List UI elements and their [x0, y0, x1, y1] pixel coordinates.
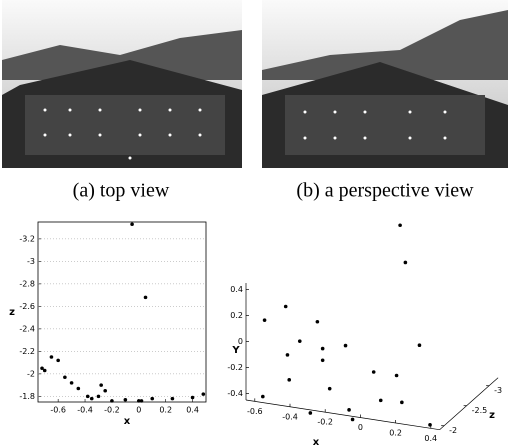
point [286, 353, 290, 357]
x-tick-label: 0 [358, 423, 363, 432]
x-tick-label: 0.2 [389, 428, 402, 437]
y-tick-label: -0.2 [227, 363, 243, 372]
point [321, 358, 325, 362]
point [99, 383, 103, 387]
x-tick-label: 0.4 [186, 406, 199, 415]
point [140, 399, 144, 403]
x-axis [246, 400, 440, 430]
point [144, 296, 148, 300]
point [321, 347, 325, 351]
point [43, 369, 47, 373]
figure: (a) top view (b) a perspective view x z … [0, 0, 508, 448]
z-axis [440, 378, 499, 430]
point [328, 387, 332, 391]
point [150, 397, 154, 401]
y-tick-label: -2.2 [19, 347, 35, 356]
z-axis-label: z [489, 410, 495, 421]
y-tick-label: -2 [27, 369, 35, 378]
point [316, 320, 320, 324]
point [287, 378, 291, 382]
caption: (b) a perspective view [296, 180, 474, 202]
point [400, 401, 404, 405]
point [110, 399, 114, 403]
point [398, 223, 402, 227]
y-tick-label: 0 [238, 337, 243, 346]
point [202, 392, 206, 396]
x-tick-label: 0.4 [424, 434, 437, 443]
x-tick-label: -0.2 [104, 406, 120, 415]
point [97, 395, 101, 399]
x-tick-label: -0.4 [77, 406, 93, 415]
x-tick-label: -0.2 [317, 418, 333, 427]
point [70, 381, 74, 385]
x-axis-label: x [124, 416, 131, 427]
point [395, 374, 399, 378]
point [77, 387, 81, 391]
point [351, 418, 355, 422]
point [50, 355, 54, 359]
photo-perspective-view [262, 0, 508, 168]
point [347, 408, 351, 412]
point [86, 395, 90, 399]
y-tick-label: -0.4 [227, 389, 243, 398]
x-tick-label: -0.4 [282, 412, 298, 421]
x-tick-label: -0.6 [50, 406, 66, 415]
point [344, 344, 348, 348]
z-tick-label: -3 [494, 386, 502, 395]
point [309, 411, 313, 415]
point [418, 343, 422, 347]
y-tick-label: -3 [27, 257, 35, 266]
point [103, 389, 107, 393]
point [191, 396, 195, 400]
y-tick-label: -3.2 [19, 234, 35, 243]
plot-frame [38, 222, 206, 402]
x-tick-label: 0.2 [159, 406, 172, 415]
point [63, 375, 67, 379]
z-tick-label: -2 [449, 426, 457, 435]
y-axis-label: z [9, 307, 15, 318]
x-tick-label: 0 [136, 406, 141, 415]
point [56, 359, 60, 363]
point [298, 339, 302, 343]
point [372, 370, 376, 374]
z-tick-label: -2.5 [472, 406, 488, 415]
point [90, 397, 94, 401]
point [428, 423, 432, 427]
point [130, 222, 134, 226]
y-tick-label: -2.4 [19, 324, 35, 333]
point [404, 261, 408, 265]
point [171, 397, 175, 401]
point [284, 305, 288, 309]
y-tick-label: -2.8 [19, 279, 35, 288]
y-axis-label: Y [231, 345, 240, 356]
point [124, 398, 128, 402]
point [263, 318, 267, 322]
caption: (a) top view [73, 180, 170, 202]
x-tick-label: -0.6 [247, 407, 263, 416]
x-axis-label: x [313, 437, 320, 448]
y-tick-label: 0.2 [230, 311, 243, 320]
y-tick-label: -1.8 [19, 392, 35, 401]
photo-top-view [2, 0, 242, 168]
y-tick-label: -2.6 [19, 302, 35, 311]
point [379, 399, 383, 403]
y-tick-label: 0.4 [230, 285, 243, 294]
point [261, 395, 265, 399]
